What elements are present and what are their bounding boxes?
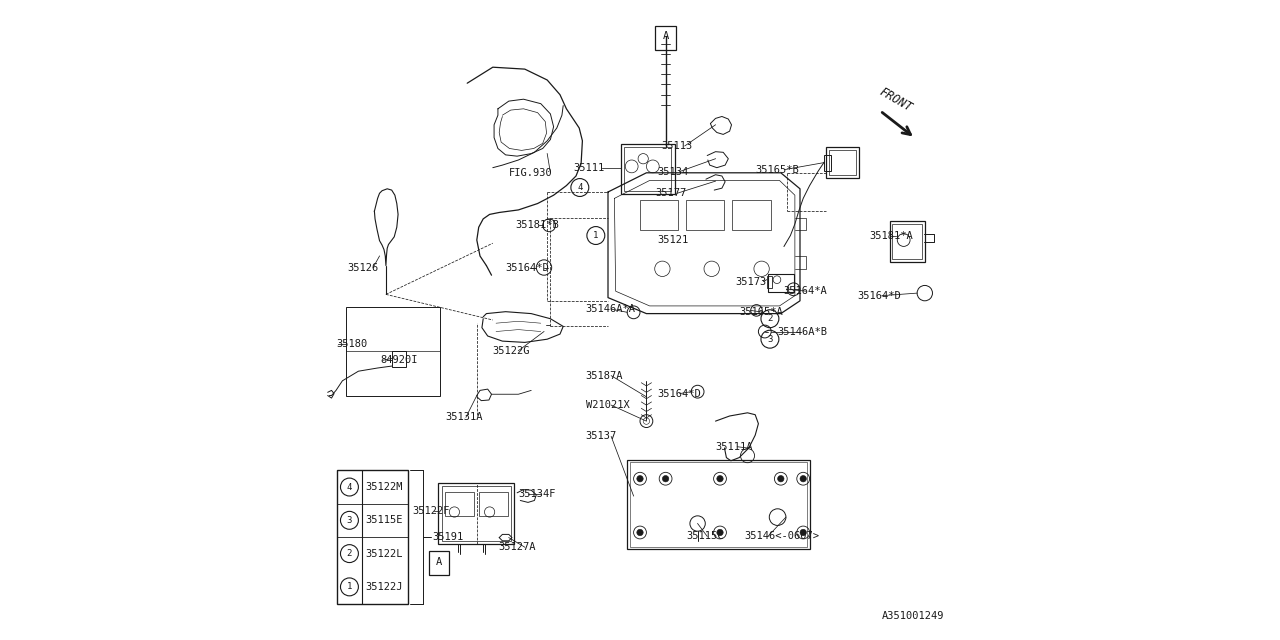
Text: 35126: 35126 — [347, 262, 378, 273]
Text: 2: 2 — [347, 549, 352, 558]
Bar — [892, 224, 922, 259]
Bar — [890, 221, 925, 262]
Text: 35115E: 35115E — [366, 515, 403, 525]
Text: 35146<-0607>: 35146<-0607> — [745, 531, 819, 541]
Circle shape — [663, 476, 669, 482]
Bar — [438, 483, 513, 544]
Text: 1: 1 — [347, 582, 352, 591]
Bar — [686, 200, 724, 230]
Text: 35115C: 35115C — [686, 531, 723, 541]
Text: 35181*B: 35181*B — [516, 220, 559, 230]
Text: 2: 2 — [767, 314, 773, 323]
Bar — [442, 486, 511, 541]
Text: A: A — [436, 557, 442, 567]
Text: 35111A: 35111A — [716, 442, 753, 452]
Bar — [625, 147, 672, 191]
Text: 35113: 35113 — [662, 141, 692, 151]
Circle shape — [717, 529, 723, 536]
Text: 35164*D: 35164*D — [658, 388, 701, 399]
Bar — [767, 276, 772, 288]
Text: 35180: 35180 — [335, 339, 367, 349]
Text: A: A — [663, 31, 668, 42]
Text: 4: 4 — [577, 183, 582, 192]
Text: 35173: 35173 — [735, 276, 767, 287]
Circle shape — [717, 476, 723, 482]
Bar — [824, 155, 831, 171]
Text: 35164*D: 35164*D — [858, 291, 901, 301]
Text: 35164*D: 35164*D — [506, 262, 549, 273]
Text: 35122L: 35122L — [366, 548, 403, 559]
Text: 35122F: 35122F — [412, 506, 449, 516]
Circle shape — [777, 476, 783, 482]
Text: 35134: 35134 — [658, 166, 689, 177]
Bar — [392, 351, 406, 367]
Text: 35146A*B: 35146A*B — [777, 326, 828, 337]
Bar — [829, 150, 855, 175]
Text: 35177: 35177 — [655, 188, 686, 198]
Bar — [445, 492, 474, 516]
Text: 35111: 35111 — [573, 163, 604, 173]
Text: 35181*A: 35181*A — [869, 230, 913, 241]
Text: 35165*A: 35165*A — [740, 307, 783, 317]
Text: 84920I: 84920I — [381, 355, 419, 365]
Circle shape — [637, 476, 644, 482]
Text: 3: 3 — [347, 516, 352, 525]
Text: 35121: 35121 — [658, 235, 689, 245]
Text: 35122J: 35122J — [366, 582, 403, 592]
Bar — [630, 462, 808, 547]
Bar — [826, 147, 859, 178]
Bar — [621, 144, 676, 194]
Text: 35122M: 35122M — [366, 482, 403, 492]
Bar — [346, 307, 440, 396]
Text: 1: 1 — [593, 231, 599, 240]
Text: 35191: 35191 — [433, 532, 463, 542]
Bar — [640, 200, 678, 230]
Text: A351001249: A351001249 — [882, 611, 945, 621]
Text: FRONT: FRONT — [877, 85, 914, 114]
Text: 3: 3 — [767, 335, 773, 344]
Text: FIG.930: FIG.930 — [508, 168, 553, 178]
Text: 35134F: 35134F — [518, 489, 556, 499]
Text: 4: 4 — [347, 483, 352, 492]
Text: 35127A: 35127A — [498, 542, 535, 552]
Circle shape — [800, 529, 806, 536]
Bar — [627, 460, 810, 549]
Bar — [768, 274, 794, 292]
Text: 35165*B: 35165*B — [755, 164, 799, 175]
Circle shape — [800, 476, 806, 482]
Bar — [338, 470, 407, 604]
Text: 35137: 35137 — [585, 431, 617, 442]
Bar — [732, 200, 771, 230]
Circle shape — [637, 529, 644, 536]
Text: W21021X: W21021X — [585, 400, 630, 410]
Text: 35187A: 35187A — [585, 371, 623, 381]
Text: 35146A*A: 35146A*A — [585, 304, 636, 314]
Text: 35122G: 35122G — [493, 346, 530, 356]
Text: 35131A: 35131A — [445, 412, 483, 422]
Bar — [479, 492, 508, 516]
Text: 35164*A: 35164*A — [783, 286, 827, 296]
